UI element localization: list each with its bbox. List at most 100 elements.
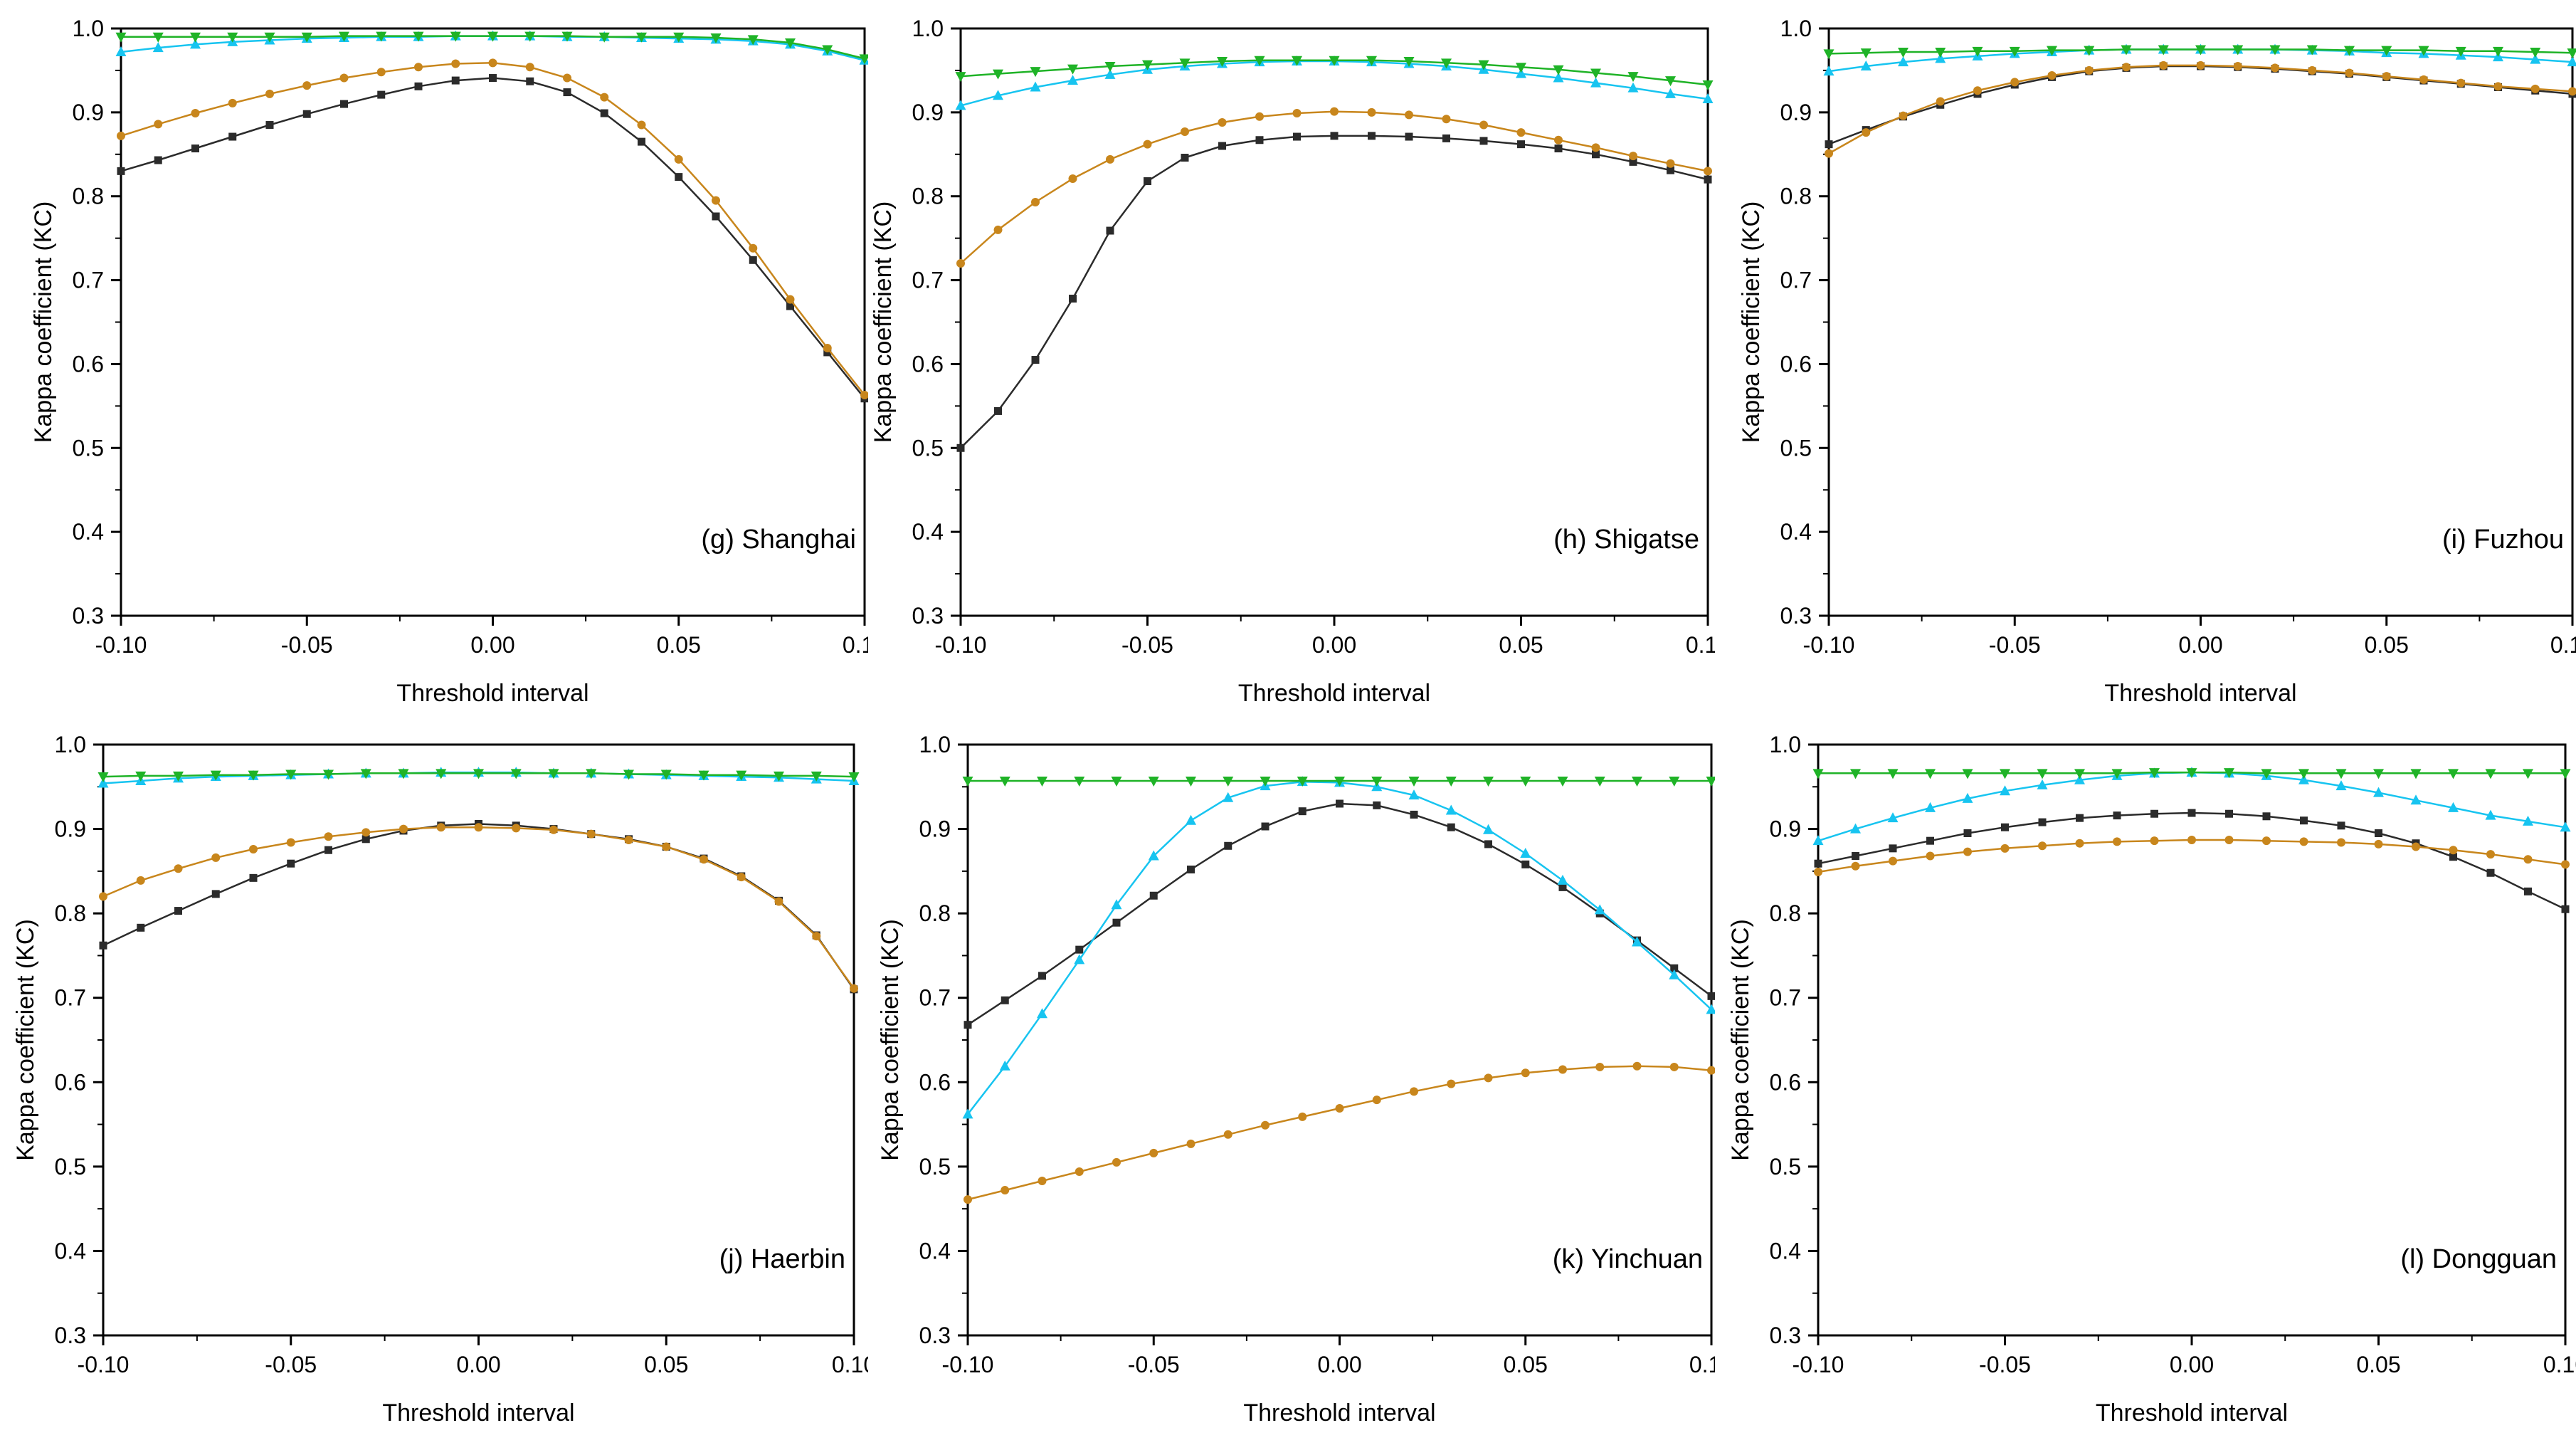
data-point xyxy=(1814,868,1822,876)
data-point xyxy=(700,855,708,863)
y-tick-label: 1.0 xyxy=(55,732,86,757)
y-tick-label: 0.5 xyxy=(1770,1154,1801,1180)
y-tick-label: 0.7 xyxy=(1770,985,1801,1011)
series-dark-gray xyxy=(1825,63,2576,149)
series-line xyxy=(1829,65,2572,154)
x-tick-label: 0.00 xyxy=(2178,632,2222,658)
data-point xyxy=(1293,109,1302,117)
data-point xyxy=(1262,823,1269,831)
series-cyan xyxy=(1813,767,2571,845)
data-point xyxy=(1667,159,1675,168)
data-point xyxy=(265,90,274,98)
data-point xyxy=(340,100,348,108)
data-point xyxy=(437,823,445,831)
series-orange xyxy=(956,107,1712,268)
data-point xyxy=(1150,892,1158,900)
panel-annotation: (j) Haerbin xyxy=(719,1244,845,1274)
series-dark-gray xyxy=(1815,809,2570,913)
x-tick-label: 0.10 xyxy=(832,1352,868,1377)
data-point xyxy=(1670,1063,1679,1071)
y-tick-label: 0.6 xyxy=(1770,1069,1801,1095)
data-point xyxy=(2345,68,2354,77)
data-point xyxy=(1181,154,1189,162)
data-point xyxy=(1852,852,1859,860)
data-point xyxy=(452,77,460,85)
data-point xyxy=(638,138,645,146)
data-point xyxy=(377,91,385,99)
panel-annotation: (g) Shanghai xyxy=(701,525,856,555)
data-point xyxy=(1255,112,1264,121)
data-point xyxy=(1707,1066,1715,1075)
data-point xyxy=(1521,1068,1530,1077)
data-point xyxy=(1112,1158,1121,1167)
data-point xyxy=(228,99,237,107)
series-dark-gray xyxy=(100,820,858,993)
data-point xyxy=(2494,82,2503,90)
data-point xyxy=(1447,1080,1455,1088)
data-point xyxy=(638,121,646,130)
data-point xyxy=(1852,862,1860,871)
y-tick-label: 0.7 xyxy=(73,268,104,293)
x-tick-label: 0.00 xyxy=(2170,1352,2214,1377)
data-point xyxy=(1703,80,1714,90)
data-point xyxy=(1595,904,1605,914)
y-tick-label: 0.3 xyxy=(73,603,104,629)
data-point xyxy=(137,924,144,932)
y-tick-label: 1.0 xyxy=(919,732,951,757)
x-tick-label: 0.05 xyxy=(2356,1352,2400,1377)
data-point xyxy=(1629,152,1637,160)
data-point xyxy=(749,256,757,264)
data-point xyxy=(2562,905,2570,913)
data-point xyxy=(1293,133,1301,141)
x-tick-label: -0.10 xyxy=(1803,632,1855,658)
y-tick-label: 0.5 xyxy=(919,1154,951,1180)
data-point xyxy=(737,873,746,881)
data-point xyxy=(324,846,332,854)
data-point xyxy=(675,155,683,164)
data-point xyxy=(2412,842,2420,851)
series-line xyxy=(103,827,854,989)
data-point xyxy=(1484,840,1492,848)
panel-annotation: (i) Fuzhou xyxy=(2442,525,2564,555)
data-point xyxy=(1144,140,1152,149)
x-axis-label: Threshold interval xyxy=(2104,680,2296,707)
x-tick-label: -0.10 xyxy=(935,632,987,658)
data-point xyxy=(2225,836,2234,844)
data-point xyxy=(1520,848,1531,858)
y-tick-label: 0.6 xyxy=(55,1069,86,1095)
data-point xyxy=(2076,814,2084,822)
x-tick-label: -0.05 xyxy=(265,1352,317,1377)
data-point xyxy=(2197,61,2205,70)
series-orange xyxy=(964,1062,1715,1204)
data-point xyxy=(1336,1104,1344,1113)
data-point xyxy=(1069,174,1077,183)
data-point xyxy=(1447,824,1455,831)
y-tick-label: 1.0 xyxy=(912,16,944,41)
x-tick-label: -0.10 xyxy=(78,1352,130,1377)
x-axis-label: Threshold interval xyxy=(396,680,588,707)
series-line xyxy=(968,1066,1711,1199)
data-point xyxy=(712,213,720,221)
data-point xyxy=(1336,800,1344,808)
data-point xyxy=(2337,839,2345,847)
data-point xyxy=(287,839,295,847)
x-tick-label: 0.00 xyxy=(1312,632,1356,658)
data-point xyxy=(415,83,423,90)
data-point xyxy=(1410,1087,1418,1096)
data-point xyxy=(1889,844,1897,852)
data-point xyxy=(964,1195,972,1204)
y-tick-label: 0.5 xyxy=(1780,435,1812,461)
x-axis-label: Threshold interval xyxy=(1243,1399,1435,1427)
data-point xyxy=(399,825,408,834)
data-point xyxy=(2308,66,2316,75)
data-point xyxy=(249,845,258,853)
data-point xyxy=(675,173,682,181)
y-tick-label: 0.9 xyxy=(55,816,86,842)
data-point xyxy=(2271,63,2279,72)
data-point xyxy=(1555,145,1563,152)
